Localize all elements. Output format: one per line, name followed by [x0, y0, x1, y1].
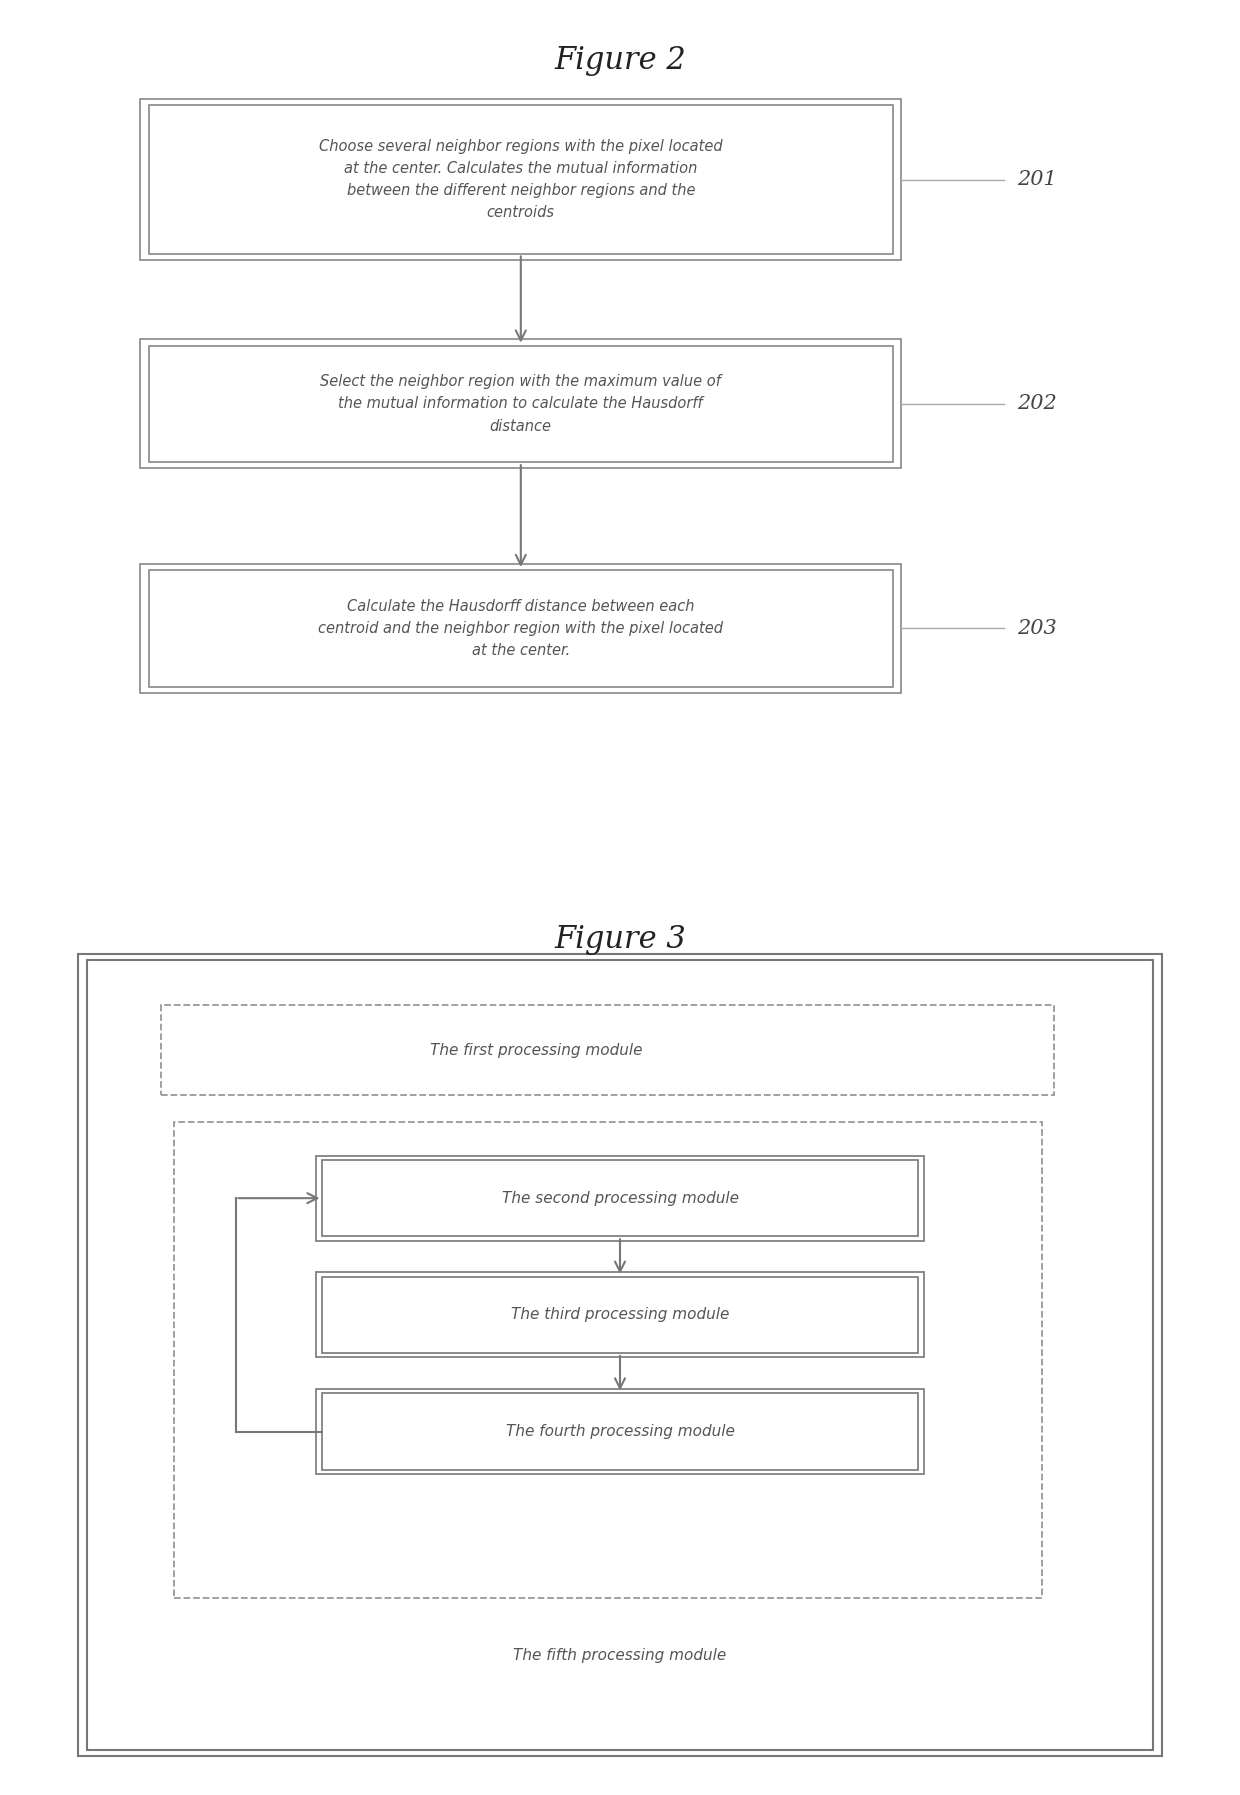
Bar	[322, 1160, 918, 1237]
Bar	[322, 1393, 918, 1470]
Bar	[322, 1276, 918, 1353]
Text: The fifth processing module: The fifth processing module	[513, 1648, 727, 1664]
Text: Figure 2: Figure 2	[554, 45, 686, 75]
Bar	[87, 960, 1153, 1750]
Bar	[174, 1122, 1042, 1598]
Bar	[316, 1156, 924, 1240]
Text: 201: 201	[1017, 171, 1056, 188]
Text: The fourth processing module: The fourth processing module	[506, 1423, 734, 1440]
Bar	[140, 99, 901, 260]
Text: 202: 202	[1017, 395, 1056, 413]
Text: The third processing module: The third processing module	[511, 1307, 729, 1323]
Bar	[149, 345, 893, 463]
Text: The first processing module: The first processing module	[430, 1043, 642, 1057]
Text: Choose several neighbor regions with the pixel located
at the center. Calculates: Choose several neighbor regions with the…	[319, 138, 723, 221]
Bar	[78, 955, 1162, 1756]
Text: 203: 203	[1017, 619, 1056, 637]
Bar	[161, 1005, 1054, 1095]
Bar	[316, 1389, 924, 1474]
Bar	[140, 564, 901, 693]
Bar	[140, 339, 901, 468]
Text: Select the neighbor region with the maximum value of
the mutual information to c: Select the neighbor region with the maxi…	[320, 373, 722, 434]
Text: Calculate the Hausdorff distance between each
centroid and the neighbor region w: Calculate the Hausdorff distance between…	[319, 598, 723, 659]
Bar	[149, 571, 893, 687]
Text: The second processing module: The second processing module	[501, 1190, 739, 1206]
Bar	[316, 1273, 924, 1357]
Text: Figure 3: Figure 3	[554, 924, 686, 955]
Bar	[149, 106, 893, 253]
